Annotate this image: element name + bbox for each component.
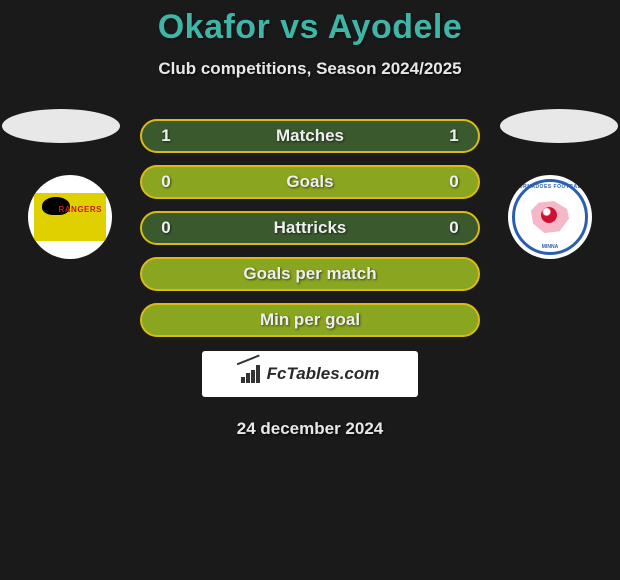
club-left-text: RANGERS (58, 205, 102, 214)
subtitle: Club competitions, Season 2024/2025 (0, 59, 620, 79)
stats-container: RANGERS TORNADOES FOOTBALL MINNA 1 Matche… (0, 119, 620, 439)
stat-right-value: 0 (444, 172, 464, 192)
club-badge-left: RANGERS (28, 175, 112, 259)
club-badge-right-inner: TORNADOES FOOTBALL MINNA (512, 179, 588, 255)
chart-icon (241, 365, 261, 383)
stat-left-value: 0 (156, 172, 176, 192)
stat-row: 0 Hattricks 0 (140, 211, 480, 245)
stat-row: 1 Matches 1 (140, 119, 480, 153)
club-badge-right: TORNADOES FOOTBALL MINNA (508, 175, 592, 259)
stat-label: Hattricks (274, 218, 347, 238)
club-badge-left-inner: RANGERS (34, 193, 106, 241)
stat-right-value: 0 (444, 218, 464, 238)
stat-label: Goals (286, 172, 333, 192)
club-right-text-bot: MINNA (542, 244, 558, 250)
date-text: 24 december 2024 (0, 419, 620, 439)
stat-right-value: 1 (444, 126, 464, 146)
stat-label: Min per goal (260, 310, 360, 330)
stat-row: 0 Goals 0 (140, 165, 480, 199)
page-title: Okafor vs Ayodele (0, 8, 620, 47)
brand-box: FcTables.com (202, 351, 418, 397)
club-right-text-top: TORNADOES FOOTBALL (515, 184, 584, 190)
stat-row: Min per goal (140, 303, 480, 337)
ball-icon (541, 207, 557, 223)
stat-left-value: 0 (156, 218, 176, 238)
player-left-oval (2, 109, 120, 143)
stat-label: Matches (276, 126, 344, 146)
stat-left-value: 1 (156, 126, 176, 146)
player-right-oval (500, 109, 618, 143)
map-icon (531, 201, 569, 233)
stat-row: Goals per match (140, 257, 480, 291)
stat-label: Goals per match (243, 264, 376, 284)
brand-text: FcTables.com (267, 364, 380, 384)
